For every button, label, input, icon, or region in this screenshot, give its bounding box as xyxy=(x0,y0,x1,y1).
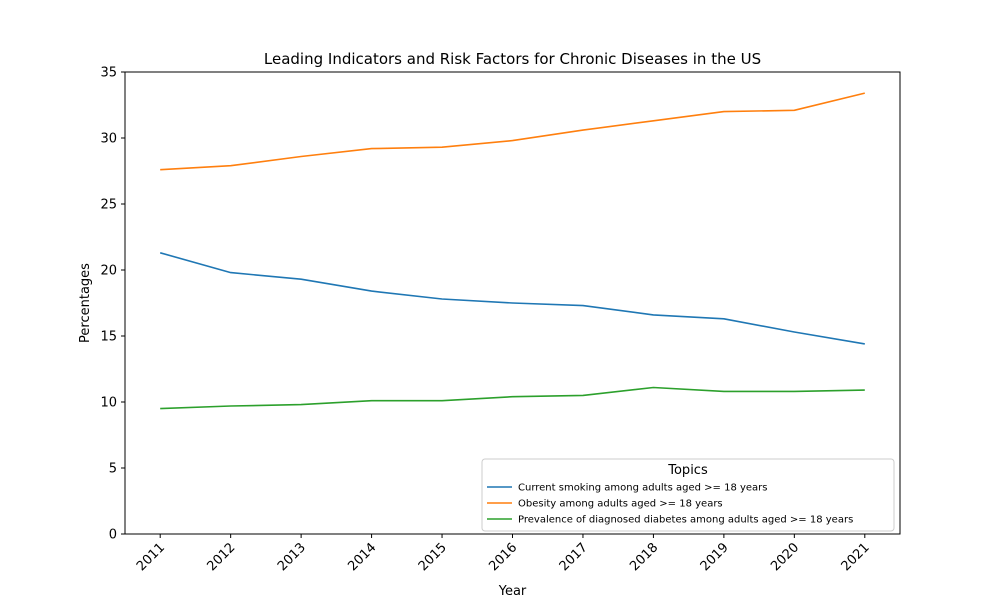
y-tick-label: 5 xyxy=(109,462,117,477)
x-tick-label: 2014 xyxy=(345,540,379,574)
x-tick-label: 2020 xyxy=(768,540,802,574)
x-tick-label: 2021 xyxy=(839,540,873,574)
x-tick-label: 2011 xyxy=(134,540,168,574)
x-tick-label: 2016 xyxy=(486,540,520,574)
y-axis-label: Percentages xyxy=(78,263,93,343)
series-line-2 xyxy=(160,386,865,410)
x-tick-label: 2013 xyxy=(275,540,309,574)
x-axis-label: Year xyxy=(498,584,527,599)
series-line-1 xyxy=(160,92,865,171)
y-tick-label: 25 xyxy=(100,198,117,213)
y-tick-label: 10 xyxy=(100,396,117,411)
legend-box xyxy=(481,458,895,532)
x-tick-label: 2018 xyxy=(627,540,661,574)
x-tick-label: 2019 xyxy=(698,540,732,574)
legend-entry-2: Prevalence of diagnosed diabetes among a… xyxy=(518,515,853,526)
legend-title: Topics xyxy=(667,463,708,478)
y-tick-label: 20 xyxy=(100,264,117,279)
x-tick-label: 2015 xyxy=(416,540,450,574)
legend-entry-1: Obesity among adults aged >= 18 years xyxy=(518,499,723,510)
legend-entry-0: Current smoking among adults aged >= 18 … xyxy=(518,483,768,494)
y-tick-label: 30 xyxy=(100,132,117,147)
y-tick-label: 0 xyxy=(109,528,117,543)
y-tick-label: 15 xyxy=(100,330,117,345)
x-tick-label: 2012 xyxy=(204,540,238,574)
y-tick-label: 35 xyxy=(100,66,117,81)
series-line-0 xyxy=(159,252,865,345)
legend: Topics Current smoking among adults aged… xyxy=(481,458,895,532)
chart-title: Leading Indicators and Risk Factors for … xyxy=(264,50,761,68)
legend-items: Current smoking among adults aged >= 18 … xyxy=(487,483,853,526)
x-tick-label: 2017 xyxy=(557,540,591,574)
